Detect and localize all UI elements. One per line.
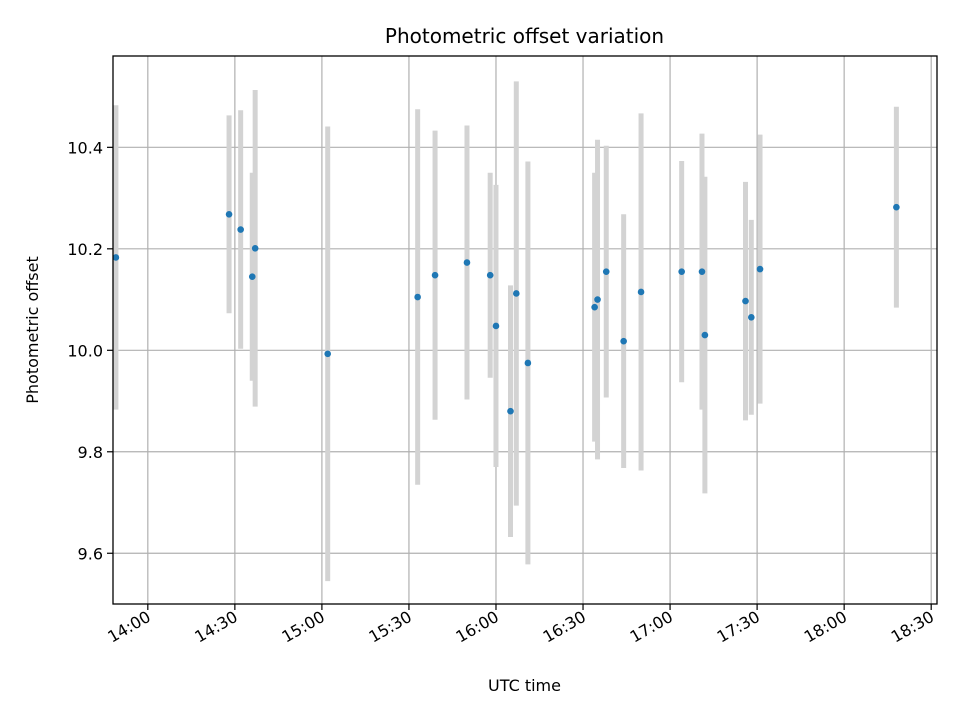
data-point [742, 297, 749, 305]
y-tick-label: 10.4 [67, 138, 103, 157]
data-point [512, 290, 520, 297]
data-point [594, 296, 601, 303]
data-point [524, 359, 532, 367]
grid-layer [113, 56, 937, 604]
data-point [701, 331, 709, 339]
data-point [748, 314, 755, 321]
data-point [591, 303, 598, 311]
data-point [678, 268, 685, 275]
data-point [112, 254, 120, 261]
data-point [463, 259, 471, 266]
data-point [251, 245, 259, 252]
data-point [248, 273, 256, 281]
y-tick-label: 10.2 [67, 240, 103, 259]
data-point [492, 322, 500, 330]
data-point [237, 226, 244, 233]
y-axis-ticks: 9.6 9.8 10.0 10.2 10.4 [67, 138, 113, 563]
data-point [893, 203, 900, 211]
x-axis-label: UTC time [488, 676, 561, 695]
data-point [486, 271, 494, 279]
data-point [637, 288, 645, 296]
data-points [112, 203, 900, 415]
data-point [431, 271, 439, 279]
y-tick-label: 9.8 [78, 443, 103, 462]
data-point [324, 350, 332, 358]
data-point [414, 293, 421, 301]
chart-title: Photometric offset variation [385, 24, 664, 48]
plot-frame [112, 55, 938, 605]
data-point [620, 337, 627, 345]
y-tick-label: 9.6 [78, 544, 103, 563]
data-point [507, 407, 514, 415]
data-point [756, 265, 764, 273]
data-point [602, 268, 610, 275]
y-tick-label: 10.0 [67, 341, 103, 360]
data-point [225, 211, 233, 218]
y-axis-label: Photometric offset [23, 256, 42, 404]
data-point [698, 268, 706, 275]
